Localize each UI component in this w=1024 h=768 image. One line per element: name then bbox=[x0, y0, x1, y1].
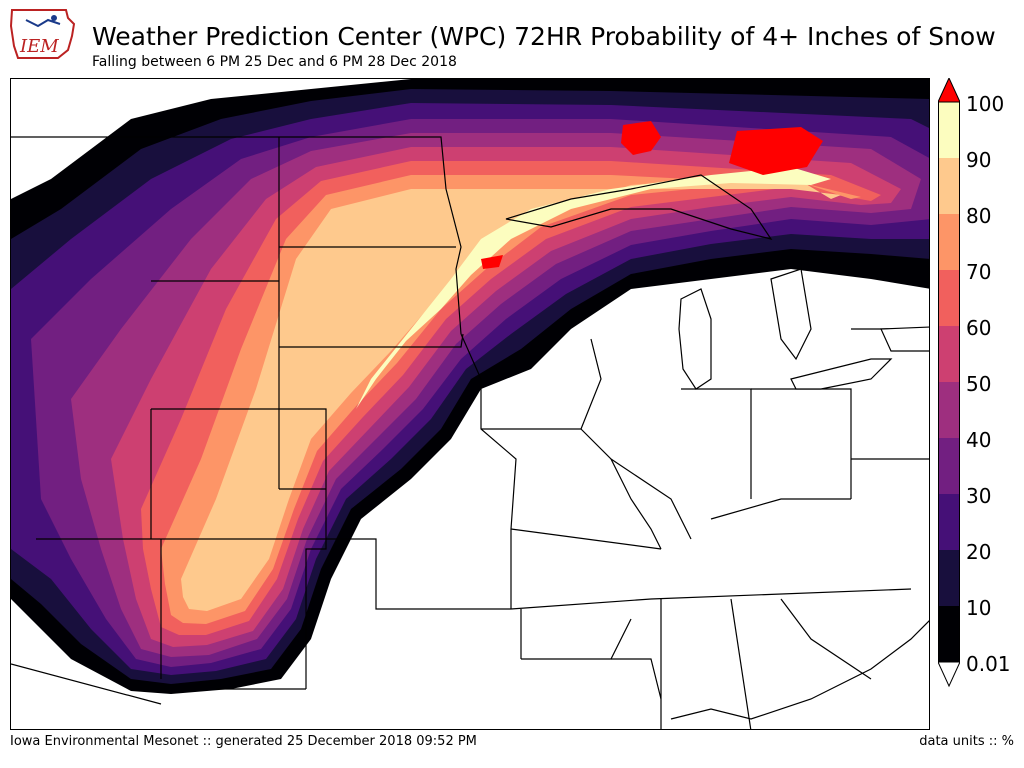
colorbar-segment bbox=[938, 494, 960, 550]
colorbar-under-arrow bbox=[938, 661, 960, 688]
svg-text:IEM: IEM bbox=[19, 36, 59, 57]
snow-probability-map bbox=[10, 78, 930, 730]
colorbar-tick: 90 bbox=[966, 148, 992, 172]
colorbar-tick: 100 bbox=[966, 92, 1005, 116]
band-over-100-b bbox=[729, 127, 823, 175]
colorbar-segment bbox=[938, 102, 960, 158]
colorbar-segment bbox=[938, 270, 960, 326]
colorbar-tick: 40 bbox=[966, 428, 992, 452]
band-90 bbox=[341, 167, 831, 439]
colorbar-segment bbox=[938, 326, 960, 382]
colorbar-segment bbox=[938, 382, 960, 438]
colorbar-tick: 70 bbox=[966, 260, 992, 284]
colorbar-tick: 50 bbox=[966, 372, 992, 396]
colorbar-tick: 30 bbox=[966, 484, 992, 508]
colorbar bbox=[938, 78, 960, 698]
footer-source: Iowa Environmental Mesonet :: generated … bbox=[10, 734, 477, 749]
colorbar-segment bbox=[938, 550, 960, 606]
colorbar-tick: 80 bbox=[966, 204, 992, 228]
colorbar-segment bbox=[938, 438, 960, 494]
coastline bbox=[670, 620, 929, 720]
colorbar-tick: 60 bbox=[966, 316, 992, 340]
band-over-100-a bbox=[621, 121, 661, 155]
state-boundaries bbox=[11, 136, 929, 729]
colorbar-tick: 20 bbox=[966, 540, 992, 564]
colorbar-over-arrow bbox=[938, 78, 960, 103]
colorbar-segment bbox=[938, 158, 960, 214]
colorbar-tick: 10 bbox=[966, 596, 992, 620]
footer-units: data units :: % bbox=[919, 734, 1014, 749]
iem-logo: IEM bbox=[8, 6, 80, 70]
colorbar-segment bbox=[938, 606, 960, 662]
colorbar-segment bbox=[938, 214, 960, 270]
band-over-100-c bbox=[481, 255, 503, 269]
band-80 bbox=[181, 175, 841, 611]
colorbar-tick: 0.01 bbox=[966, 652, 1011, 676]
great-lakes bbox=[505, 174, 929, 390]
map-title: Weather Prediction Center (WPC) 72HR Pro… bbox=[92, 22, 996, 51]
map-subtitle: Falling between 6 PM 25 Dec and 6 PM 28 … bbox=[92, 54, 457, 70]
